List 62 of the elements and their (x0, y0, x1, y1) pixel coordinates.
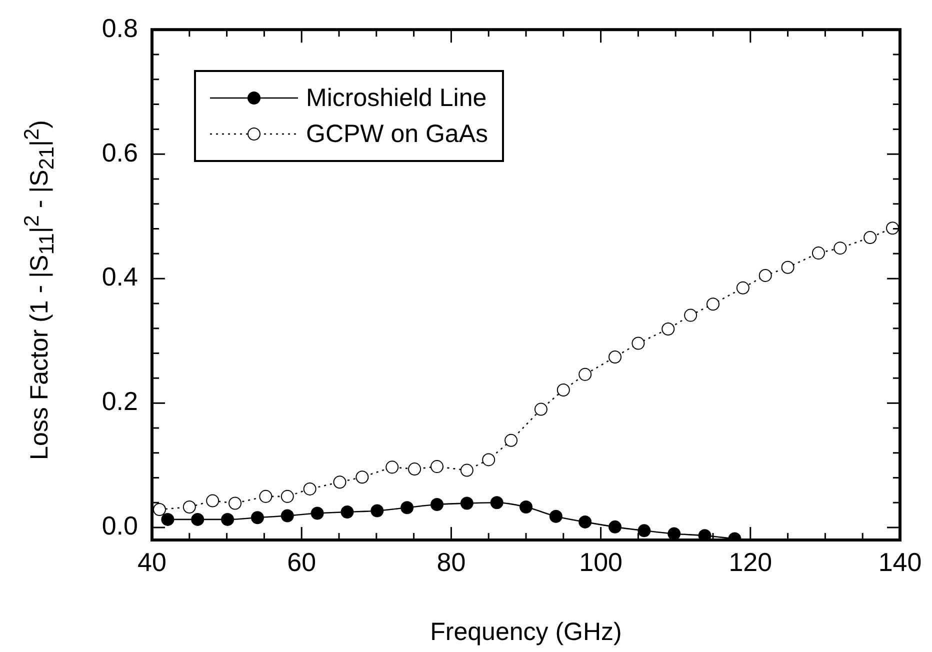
point (698, 529, 712, 540)
point (812, 246, 825, 260)
point (280, 490, 294, 503)
point (191, 512, 204, 526)
point (662, 322, 675, 336)
point (460, 464, 474, 477)
x-axis-title: Frequency (GHz) (430, 618, 622, 646)
point (608, 520, 622, 534)
point (310, 506, 324, 520)
point (250, 511, 264, 524)
x-tick-label: 120 (728, 546, 772, 577)
legend-label: Microshield Line (306, 84, 487, 112)
point (534, 402, 548, 416)
y-tick-label: 0.8 (102, 12, 138, 43)
y-tick-label: 0.0 (102, 510, 138, 541)
point (758, 268, 772, 282)
y-tick-label: 0.4 (102, 262, 138, 292)
point (206, 494, 220, 508)
point (152, 503, 166, 516)
point (182, 500, 196, 514)
point (520, 500, 532, 514)
point (736, 281, 750, 294)
point (490, 496, 504, 510)
x-tick-label: 80 (436, 546, 466, 577)
point (556, 383, 570, 396)
x-tick-label: 40 (138, 546, 166, 577)
point (333, 476, 346, 489)
point (303, 482, 316, 496)
point (578, 368, 592, 381)
point (280, 509, 294, 522)
point (482, 453, 496, 466)
legend-label: GCPW on GaAs (306, 120, 488, 148)
point (706, 298, 720, 311)
point (400, 501, 414, 514)
point (370, 504, 384, 518)
point (221, 512, 234, 526)
x-tick-label: 60 (287, 546, 316, 577)
point (430, 498, 444, 512)
point (228, 496, 242, 510)
point (340, 505, 354, 518)
point (781, 260, 794, 274)
point (460, 496, 474, 510)
point (356, 470, 369, 484)
point (608, 350, 622, 364)
point (549, 510, 562, 523)
x-tick-label: 100 (579, 546, 622, 577)
point (632, 336, 645, 350)
point (834, 242, 847, 255)
point (504, 434, 518, 447)
point (864, 230, 877, 244)
point (578, 515, 592, 528)
point (430, 460, 444, 474)
point (638, 524, 651, 538)
point (386, 460, 399, 474)
x-tick-label: 140 (878, 546, 922, 577)
y-tick-label: 0.6 (102, 137, 138, 168)
point (161, 512, 174, 526)
point (408, 462, 422, 476)
point (684, 308, 698, 322)
y-tick-label: 0.2 (102, 386, 138, 416)
point (259, 490, 272, 503)
point (886, 222, 900, 235)
